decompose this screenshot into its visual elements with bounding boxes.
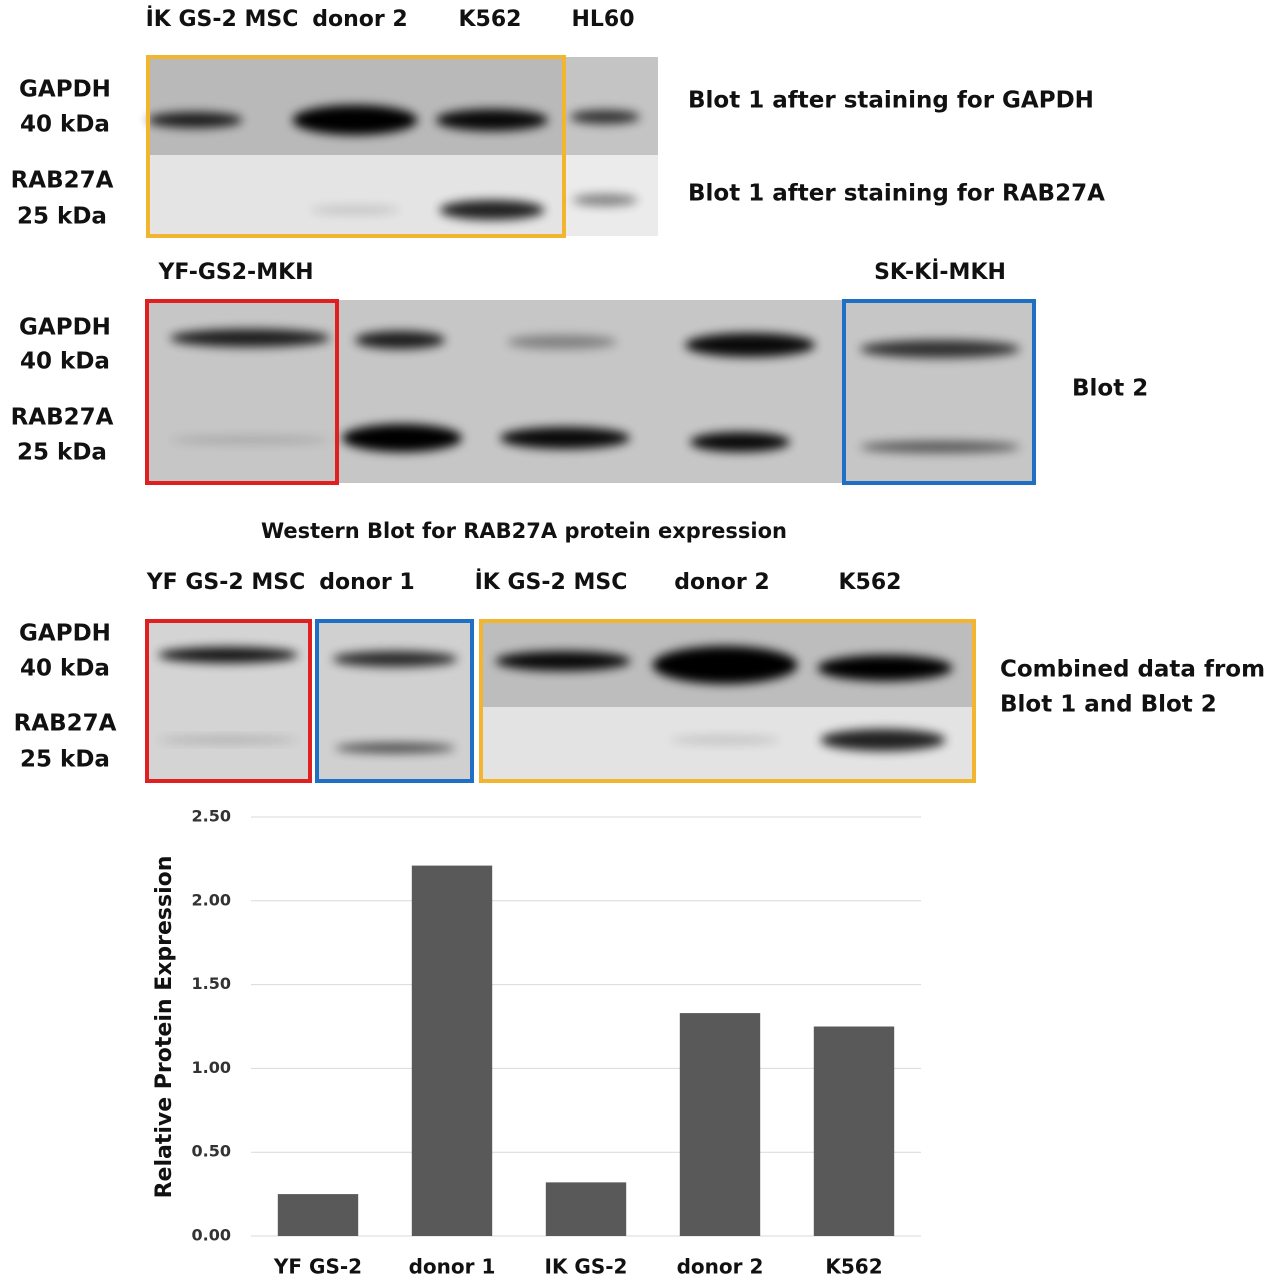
row-label: RAB27A [14,711,117,737]
y-tick-label: 1.50 [192,974,231,993]
lane-label: K562 [459,7,522,32]
lane-label: İK GS-2 MSC [146,6,299,32]
band [170,436,330,444]
row-label: 40 kDa [20,112,110,138]
band [860,340,1020,358]
x-tick-label: donor 1 [409,1255,496,1279]
row-label: 40 kDa [20,349,110,375]
bar-chart: 0.00 0.50 1.00 1.50 2.00 2.50 YF GS-2 donor 1 IK… [192,807,921,1279]
caption: Blot 2 [1072,376,1148,402]
title: Western Blot for RAB27A protein expressi… [261,519,787,543]
row-label: GAPDH [19,621,111,647]
lane-label: SK-Kİ-MKH [874,259,1006,285]
row-label: GAPDH [19,77,111,103]
lane-label: HL60 [571,7,634,32]
lane-label: donor 2 [674,570,769,595]
x-tick-label: YF GS-2 [273,1255,362,1279]
caption: Blot 1 after staining for RAB27A [688,181,1105,207]
x-tick-label: donor 2 [677,1255,764,1279]
blots [147,57,1034,781]
band [821,729,946,751]
band [333,651,458,667]
band [158,737,298,743]
y-tick-label: 0.50 [192,1142,231,1161]
band [355,331,445,349]
lane-label: YF GS-2 MSC [146,570,306,595]
bar [814,1027,894,1237]
band [685,333,815,357]
band [436,109,548,131]
caption: Combined data from [1000,657,1265,683]
lane-label: K562 [839,570,902,595]
band [690,432,790,452]
blot-panel [147,300,1034,483]
band [496,651,631,671]
band [310,206,400,214]
band [860,441,1020,453]
bar [546,1182,626,1236]
y-tick-label: 0.00 [192,1226,231,1245]
band [653,646,798,684]
lane-label: donor 2 [312,7,407,32]
blot-panel [565,57,658,155]
x-tick-label: IK GS-2 [545,1255,628,1279]
y-tick-label: 1.00 [192,1058,231,1077]
x-tick-label: K562 [825,1255,882,1279]
row-label: RAB27A [11,168,114,194]
lane-label: YF-GS2-MKH [157,260,313,285]
band [570,110,640,124]
row-label: 25 kDa [17,440,107,466]
band [573,194,638,206]
band [440,200,545,220]
band [500,427,630,449]
y-axis-title: Relative Protein Expression [152,856,177,1199]
band [158,647,298,663]
figure: İK GS-2 MSC donor 2 K562 HL60 GAPDH 40 k… [0,0,1288,1279]
caption: Blot 1 after staining for GAPDH [688,88,1094,114]
caption: Blot 1 and Blot 2 [1000,692,1217,718]
band [670,736,780,744]
row-label: 40 kDa [20,656,110,682]
band [818,655,953,681]
row-label: GAPDH [19,315,111,341]
blot-panel [317,619,472,781]
band [170,329,330,347]
y-tick-label: 2.00 [192,890,231,909]
row-label: 25 kDa [20,747,110,773]
lane-label: donor 1 [319,570,414,595]
band [293,105,418,135]
blot-panel [147,619,310,781]
band [335,743,455,753]
band [342,424,462,452]
band [507,335,617,349]
row-label: RAB27A [11,405,114,431]
bar [278,1194,358,1236]
y-tick-label: 2.50 [192,807,231,826]
lane-label: İK GS-2 MSC [475,569,628,595]
bar [412,866,492,1236]
bar [680,1013,760,1236]
row-label: 25 kDa [17,204,107,230]
band [148,112,243,128]
